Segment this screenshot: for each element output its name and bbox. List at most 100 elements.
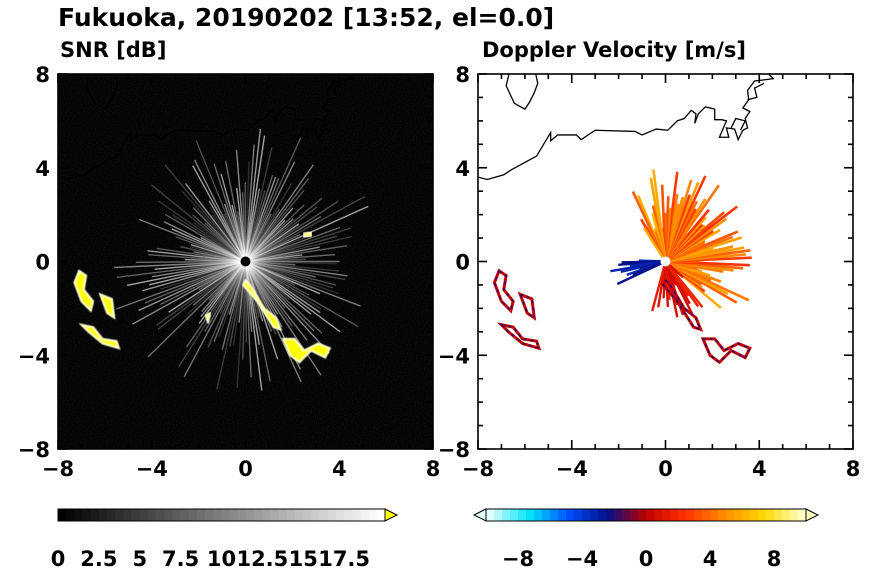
- snr-ray: [244, 213, 272, 262]
- snr-ray: [131, 260, 246, 325]
- doppler-colorbar-frame: [485, 508, 807, 522]
- snr-ray: [244, 176, 277, 262]
- snr-coastline: [58, 74, 355, 181]
- snr-colorbar-cell: [303, 509, 312, 521]
- doppler-colorbar-cell: [566, 509, 575, 521]
- snr-panel-title: SNR [dB]: [60, 38, 166, 62]
- doppler-ray-approaching: [616, 260, 667, 286]
- snr-ray: [147, 260, 246, 358]
- snr-ray: [244, 261, 308, 341]
- coastline-segment: [478, 74, 775, 181]
- snr-colorbar-cell: [139, 509, 149, 521]
- figure-title: Fukuoka, 20190202 [13:52, el=0.0]: [58, 3, 554, 32]
- snr-ray: [180, 246, 246, 263]
- snr-echo-region: [98, 292, 116, 320]
- snr-ray: [244, 261, 279, 315]
- snr-colorbar-tick-label: 2.5: [80, 547, 117, 570]
- snr-colorbar-cell: [376, 509, 386, 521]
- coastline-segment: [730, 117, 747, 131]
- doppler-colorbar-cell: [582, 509, 591, 521]
- snr-ray: [244, 207, 294, 262]
- snr-ray: [135, 260, 246, 263]
- snr-ray: [208, 200, 247, 262]
- snr-colorbar-cell: [90, 509, 100, 521]
- snr-colorbar-cell: [74, 509, 83, 521]
- y-tick-label: 4: [455, 157, 470, 181]
- doppler-colorbar-cell: [726, 509, 735, 521]
- snr-ray: [245, 260, 334, 289]
- snr-ray: [181, 190, 247, 262]
- snr-colorbar-tick-label: 5: [132, 547, 147, 570]
- doppler-colorbar-cell: [670, 509, 679, 521]
- doppler-colorbar-cell: [790, 509, 799, 521]
- x-tick-label: 0: [238, 457, 253, 481]
- snr-ray: [245, 260, 310, 296]
- snr-ray: [198, 261, 247, 324]
- snr-colorbar-cell: [58, 509, 67, 521]
- snr-colorbar-cell: [262, 509, 271, 521]
- doppler-colorbar: −8 −4 0 4 8: [472, 508, 820, 570]
- y-tick-label: −8: [438, 438, 470, 462]
- snr-colorbar-cell: [196, 509, 206, 521]
- snr-colorbar-cell: [311, 509, 320, 521]
- snr-colorbar-cell: [327, 509, 337, 521]
- snr-ray: [223, 203, 247, 262]
- doppler-colorbar-cell: [734, 509, 743, 521]
- snr-ray: [245, 235, 338, 263]
- snr-ray: [244, 208, 280, 262]
- snr-colorbar-cell: [180, 509, 190, 521]
- snr-colorbar-cell: [246, 509, 255, 521]
- snr-ray: [245, 260, 339, 295]
- snr-axis-ticks: −8 −4 0 4 8 8 4 0 −4 −8: [18, 63, 441, 481]
- snr-ray: [245, 233, 301, 263]
- snr-ray: [245, 227, 352, 263]
- snr-ray: [172, 214, 246, 263]
- doppler-echo-edge: [519, 293, 536, 319]
- snr-colorbar-cell: [147, 509, 157, 521]
- snr-ray: [209, 206, 247, 262]
- y-tick-label: −8: [18, 438, 50, 462]
- y-tick-label: 8: [35, 63, 50, 87]
- x-tick-label: 0: [658, 457, 673, 481]
- snr-ray: [245, 235, 352, 263]
- snr-ray: [154, 260, 246, 270]
- snr-ray: [242, 261, 247, 360]
- snr-colorbar-cell: [172, 509, 181, 521]
- x-tick-label: −8: [462, 457, 494, 481]
- snr-ray: [244, 147, 273, 262]
- snr-panel: SNR [dB] −8 −4 0 4 8 8 4 0 −4 −8 0 2.5 5 7.5 10 12.5 15…: [18, 38, 441, 570]
- snr-ray: [221, 261, 247, 350]
- snr-ray: [192, 165, 247, 262]
- doppler-colorbar-cell: [718, 509, 727, 521]
- doppler-colorbar-tick-label: 0: [639, 547, 654, 570]
- y-tick-label: −4: [18, 344, 50, 368]
- snr-ray: [160, 260, 246, 290]
- doppler-colorbar-cell: [766, 509, 775, 521]
- snr-ray: [207, 261, 247, 348]
- y-tick-label: 0: [455, 251, 470, 275]
- coastline-segment: [505, 74, 539, 111]
- snr-ray: [244, 161, 296, 262]
- doppler-ray: [642, 227, 667, 263]
- snr-colorbar-tick-label: 15: [289, 547, 318, 570]
- snr-ray: [235, 150, 247, 262]
- snr-ray: [244, 161, 250, 262]
- y-tick-label: 0: [35, 251, 50, 275]
- doppler-echo-region: [700, 337, 752, 365]
- doppler-colorbar-cell: [662, 509, 671, 521]
- snr-colorbar-cell: [156, 509, 165, 521]
- snr-colorbar-cell: [295, 509, 304, 521]
- snr-colorbar-cell: [131, 509, 141, 521]
- snr-colorbar-cell: [278, 509, 288, 521]
- snr-colorbar-cell: [229, 509, 239, 521]
- doppler-colorbar-cell: [614, 509, 623, 521]
- snr-ray: [244, 174, 274, 262]
- snr-ray: [245, 226, 341, 263]
- snr-colorbar-cell: [66, 509, 75, 521]
- doppler-axis-ticks: −8 −4 0 4 8 8 4 0 −4 −8: [438, 63, 861, 481]
- snr-ray: [151, 184, 246, 263]
- snr-ray: [168, 260, 246, 313]
- snr-ray: [183, 261, 247, 378]
- snr-colorbar-cell: [221, 509, 230, 521]
